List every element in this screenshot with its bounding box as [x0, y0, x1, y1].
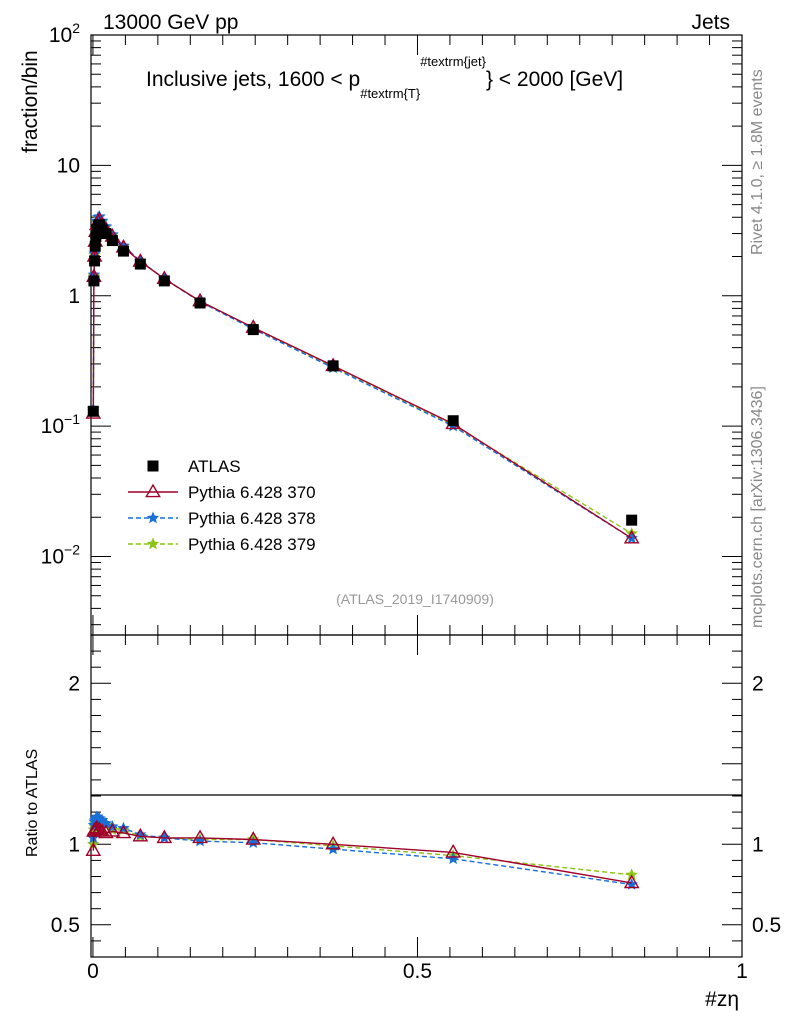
main-point-atlas [134, 258, 146, 270]
ratio-point-pythia-6-428-370 [98, 824, 114, 839]
ratio-point-pythia-6-428-378 [247, 836, 260, 848]
main-ytick-label-base: 10 [49, 24, 72, 47]
ratio-ylabel: Ratio to ATLAS [24, 749, 41, 857]
ratio-point-pythia-6-428-370 [85, 842, 102, 856]
legend-label-atlas: ATLAS [188, 457, 241, 476]
main-ytick-label-base: 1 [68, 285, 80, 308]
ratio-point-pythia-6-428-378 [446, 852, 460, 865]
main-ytick-label-exp: −2 [64, 542, 80, 558]
ratio-line-pythia-6-428-379 [92, 818, 632, 876]
ratio-ytick-label-left: 1 [68, 833, 80, 856]
legend-marker-pythia-6-428-370 [145, 483, 161, 498]
ratio-point-pythia-6-428-370 [325, 835, 341, 850]
main-title-end: } < 2000 [GeV] [486, 68, 623, 91]
ratio-point-pythia-6-428-370 [156, 829, 173, 844]
main-ytick-label-base: 10 [41, 546, 64, 569]
main-point-atlas [447, 415, 459, 427]
main-ytick-label: 1 [68, 285, 80, 308]
main-title: Inclusive jets, 1600 < p#textrm{T} #textr… [146, 54, 623, 101]
ratio-frame [90, 634, 743, 958]
main-point-atlas [327, 360, 339, 372]
main-point-atlas [100, 228, 112, 240]
main-ytick-label-base: 10 [41, 415, 64, 438]
main-ytick-label: 102 [49, 20, 80, 47]
legend-marker-pythia-6-428-379 [146, 537, 160, 550]
main-point-atlas [247, 324, 259, 336]
main-point-atlas [89, 240, 101, 252]
main-point-atlas [89, 255, 101, 267]
main-line-pythia-6-428-370 [92, 218, 633, 539]
watermark: (ATLAS_2019_I1740909) [336, 591, 494, 607]
ratio-ytick-label-left: 2 [68, 672, 80, 695]
main-point-atlas [117, 245, 129, 257]
ratio-point-pythia-6-428-370 [192, 829, 208, 844]
ratio-series-group [85, 810, 640, 890]
legend-marker-atlas [147, 460, 159, 472]
ratio-line-pythia-6-428-378 [92, 815, 632, 886]
header-right: Jets [691, 11, 730, 34]
ratio-line-pythia-6-428-370 [92, 826, 632, 884]
ratio-point-pythia-6-428-370 [623, 874, 640, 889]
legend: ATLAS Pythia 6.428 370 Pythia 6.428 378 Pyt… [128, 457, 316, 554]
ratio-point-pythia-6-428-370 [115, 824, 132, 839]
ratio-point-pythia-6-428-378 [193, 834, 207, 847]
header-left: 13000 GeV pp [103, 11, 238, 34]
main-ytick-label: 10−2 [41, 542, 81, 569]
legend-label-pythia-6-428-370: Pythia 6.428 370 [188, 483, 316, 502]
main-title-sub: #textrm{T} [360, 86, 421, 101]
ratio-point-pythia-6-428-370 [245, 831, 262, 845]
main-point-atlas [88, 275, 100, 287]
main-series-group [85, 210, 640, 544]
ratio-xtick-label: 0.5 [403, 960, 432, 983]
mcplots-label: mcplots.cern.ch [arXiv:1306.3436] [749, 386, 766, 628]
xtick-labels: 0 0.5 1 [87, 960, 748, 983]
main-point-atlas [87, 405, 99, 417]
main-ytick-label: 10−1 [41, 411, 81, 438]
main-point-atlas [90, 230, 102, 242]
axis-ticks [91, 34, 743, 957]
ratio-point-pythia-6-428-370 [91, 821, 108, 836]
ratio-ytick-label-right: 2 [752, 672, 764, 695]
main-title-base: Inclusive jets, 1600 < p [146, 68, 360, 91]
legend-label-pythia-6-428-378: Pythia 6.428 378 [188, 509, 316, 528]
ratio-ytick-label-right: 0.5 [752, 914, 781, 937]
ratio-point-pythia-6-428-370 [104, 823, 121, 837]
legend-marker-pythia-6-428-378 [146, 511, 160, 524]
ratio-point-pythia-6-428-370 [132, 827, 149, 842]
main-ytick-label-base: 10 [57, 154, 80, 177]
main-ylabel: fraction/bin [19, 50, 42, 153]
main-point-pythia-6-428-370 [623, 529, 640, 544]
ratio-point-pythia-6-428-370 [445, 843, 462, 858]
ratio-xlabel: #zη [705, 988, 739, 1011]
main-point-atlas [626, 514, 638, 526]
main-point-atlas [158, 275, 170, 287]
main-point-atlas [194, 297, 206, 309]
main-ytick-label-exp: 2 [72, 20, 80, 36]
ratio-xtick-label: 0 [87, 960, 99, 983]
legend-label-pythia-6-428-379: Pythia 6.428 379 [188, 535, 316, 554]
ratio-point-pythia-6-428-379 [625, 868, 638, 881]
main-title-sup: #textrm{jet} [420, 54, 486, 69]
ratio-point-pythia-6-428-370 [94, 823, 110, 837]
main-ytick-label-exp: −1 [64, 411, 80, 427]
main-ytick-label: 10 [57, 154, 80, 177]
main-line-pythia-6-428-378 [92, 215, 633, 539]
ratio-xtick-label: 1 [736, 960, 748, 983]
rivet-label: Rivet 4.1.0, ≥ 1.8M events [749, 69, 766, 255]
ratio-ytick-label-right: 1 [752, 833, 764, 856]
ratio-ytick-label-left: 0.5 [51, 914, 80, 937]
main-point-atlas [106, 235, 118, 247]
